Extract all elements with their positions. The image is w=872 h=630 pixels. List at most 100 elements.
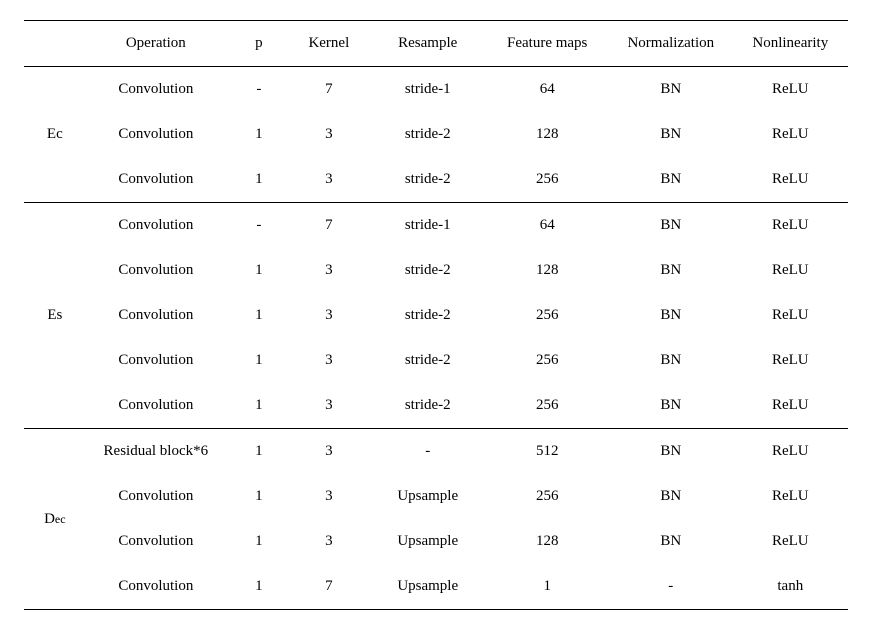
table-row: Convolution 1 7 Upsample 1 - tanh — [24, 564, 848, 610]
col-header-feature-maps: Feature maps — [485, 21, 609, 67]
cell-resample: stride-2 — [370, 293, 485, 338]
cell-kernel: 7 — [288, 67, 370, 113]
cell-resample: stride-2 — [370, 248, 485, 293]
cell-nonlinearity: ReLU — [733, 383, 848, 429]
cell-p: - — [230, 67, 288, 113]
cell-feature-maps: 256 — [485, 293, 609, 338]
cell-p: 1 — [230, 338, 288, 383]
cell-resample: - — [370, 429, 485, 475]
cell-operation: Convolution — [82, 67, 230, 113]
table-row: Convolution 1 3 stride-2 256 BN ReLU — [24, 293, 848, 338]
cell-nonlinearity: ReLU — [733, 67, 848, 113]
cell-resample: stride-2 — [370, 157, 485, 203]
cell-kernel: 7 — [288, 564, 370, 610]
cell-kernel: 3 — [288, 112, 370, 157]
cell-p: 1 — [230, 383, 288, 429]
cell-nonlinearity: tanh — [733, 564, 848, 610]
cell-operation: Convolution — [82, 519, 230, 564]
col-header-operation: Operation — [82, 21, 230, 67]
cell-feature-maps: 128 — [485, 519, 609, 564]
cell-kernel: 7 — [288, 203, 370, 249]
cell-feature-maps: 512 — [485, 429, 609, 475]
cell-operation: Convolution — [82, 112, 230, 157]
cell-resample: stride-1 — [370, 203, 485, 249]
cell-feature-maps: 256 — [485, 338, 609, 383]
cell-p: 1 — [230, 474, 288, 519]
cell-nonlinearity: ReLU — [733, 112, 848, 157]
table-row: Convolution 1 3 stride-2 128 BN ReLU — [24, 248, 848, 293]
cell-feature-maps: 128 — [485, 248, 609, 293]
cell-feature-maps: 64 — [485, 203, 609, 249]
cell-resample: stride-1 — [370, 67, 485, 113]
table-row: Dec Residual block*6 1 3 - 512 BN ReLU — [24, 429, 848, 475]
cell-p: 1 — [230, 248, 288, 293]
cell-kernel: 3 — [288, 383, 370, 429]
cell-operation: Convolution — [82, 248, 230, 293]
cell-kernel: 3 — [288, 157, 370, 203]
cell-nonlinearity: ReLU — [733, 248, 848, 293]
col-header-nonlinearity: Nonlinearity — [733, 21, 848, 67]
cell-operation: Convolution — [82, 203, 230, 249]
section-label-es: Es — [24, 203, 82, 429]
cell-resample: Upsample — [370, 474, 485, 519]
cell-normalization: BN — [609, 429, 733, 475]
cell-operation: Convolution — [82, 383, 230, 429]
cell-feature-maps: 1 — [485, 564, 609, 610]
cell-normalization: BN — [609, 112, 733, 157]
cell-p: 1 — [230, 112, 288, 157]
cell-p: 1 — [230, 293, 288, 338]
cell-kernel: 3 — [288, 474, 370, 519]
cell-kernel: 3 — [288, 248, 370, 293]
cell-normalization: BN — [609, 383, 733, 429]
cell-normalization: BN — [609, 248, 733, 293]
cell-feature-maps: 256 — [485, 474, 609, 519]
cell-normalization: BN — [609, 338, 733, 383]
cell-resample: Upsample — [370, 564, 485, 610]
cell-feature-maps: 256 — [485, 157, 609, 203]
cell-normalization: BN — [609, 203, 733, 249]
col-header-kernel: Kernel — [288, 21, 370, 67]
cell-p: 1 — [230, 519, 288, 564]
cell-nonlinearity: ReLU — [733, 293, 848, 338]
cell-normalization: BN — [609, 474, 733, 519]
table-row: Convolution 1 3 stride-2 256 BN ReLU — [24, 338, 848, 383]
table-row: Convolution 1 3 Upsample 128 BN ReLU — [24, 519, 848, 564]
section-label-ec: Ec — [24, 67, 82, 203]
table-row: Convolution 1 3 stride-2 256 BN ReLU — [24, 157, 848, 203]
cell-resample: Upsample — [370, 519, 485, 564]
cell-feature-maps: 256 — [485, 383, 609, 429]
table-row: Convolution 1 3 stride-2 256 BN ReLU — [24, 383, 848, 429]
cell-nonlinearity: ReLU — [733, 157, 848, 203]
table-row: Es Convolution - 7 stride-1 64 BN ReLU — [24, 203, 848, 249]
cell-p: 1 — [230, 429, 288, 475]
col-header-normalization: Normalization — [609, 21, 733, 67]
cell-kernel: 3 — [288, 293, 370, 338]
cell-nonlinearity: ReLU — [733, 338, 848, 383]
cell-resample: stride-2 — [370, 383, 485, 429]
cell-operation: Convolution — [82, 564, 230, 610]
cell-normalization: BN — [609, 519, 733, 564]
cell-p: 1 — [230, 564, 288, 610]
cell-kernel: 3 — [288, 519, 370, 564]
cell-normalization: BN — [609, 67, 733, 113]
cell-operation: Convolution — [82, 157, 230, 203]
cell-operation: Residual block*6 — [82, 429, 230, 475]
table-row: Ec Convolution - 7 stride-1 64 BN ReLU — [24, 67, 848, 113]
cell-resample: stride-2 — [370, 112, 485, 157]
table-row: Convolution 1 3 Upsample 256 BN ReLU — [24, 474, 848, 519]
cell-resample: stride-2 — [370, 338, 485, 383]
cell-p: 1 — [230, 157, 288, 203]
cell-kernel: 3 — [288, 429, 370, 475]
col-header-resample: Resample — [370, 21, 485, 67]
cell-normalization: - — [609, 564, 733, 610]
cell-operation: Convolution — [82, 338, 230, 383]
table-header-row: Operation p Kernel Resample Feature maps… — [24, 21, 848, 67]
cell-nonlinearity: ReLU — [733, 519, 848, 564]
cell-p: - — [230, 203, 288, 249]
cell-normalization: BN — [609, 293, 733, 338]
cell-kernel: 3 — [288, 338, 370, 383]
cell-nonlinearity: ReLU — [733, 474, 848, 519]
cell-feature-maps: 128 — [485, 112, 609, 157]
section-label-dec: Dec — [24, 429, 82, 610]
cell-normalization: BN — [609, 157, 733, 203]
